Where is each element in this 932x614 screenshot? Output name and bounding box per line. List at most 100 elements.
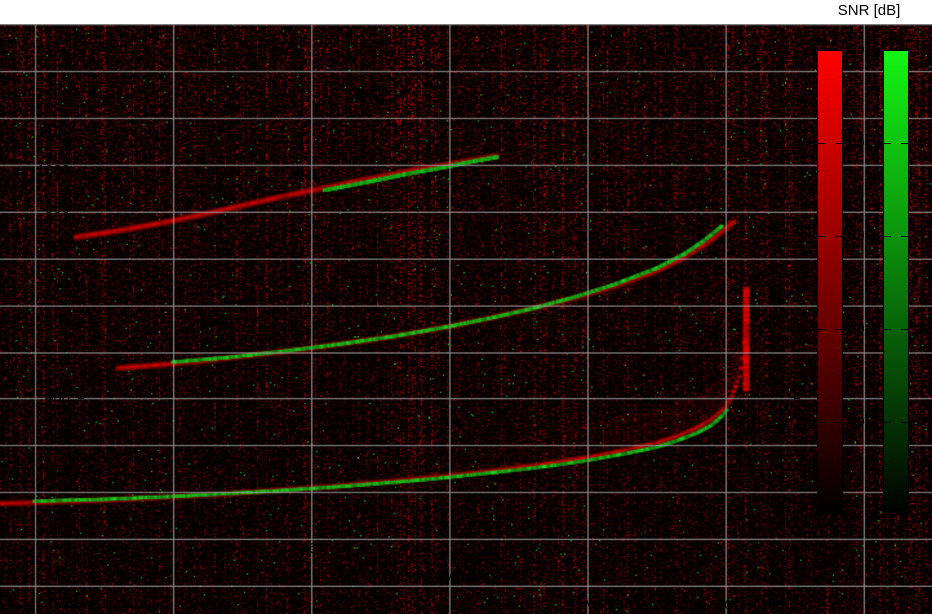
x-minor-tick [505, 33, 507, 37]
x-minor-tick [693, 33, 695, 37]
y-tick-mark [794, 170, 800, 172]
x-minor-tick [398, 531, 400, 535]
x-tick-label: 2.0 [94, 540, 116, 557]
x-minor-tick [612, 531, 614, 535]
x-minor-tick [398, 33, 400, 37]
colorbar-tick-label: 0 [849, 506, 857, 522]
y-minor-tick [78, 57, 86, 58]
y-tick-label: 1100 [37, 123, 70, 141]
x-minor-tick [800, 33, 801, 37]
x-minor-tick [532, 33, 534, 37]
colorbar-tick-label: 10 [849, 413, 865, 429]
instrument-file-label: VIPIR TMJ20_2024308043304.RIQ [586, 597, 795, 612]
x-minor-tick [131, 33, 133, 37]
x-minor-tick [532, 531, 534, 535]
y-tick-mark [794, 398, 800, 400]
x-minor-tick [238, 531, 240, 535]
colorbar-tick-label: 50 [915, 41, 931, 57]
y-tick-label: 300 [44, 427, 70, 445]
colorbar-tick-label: 20 [849, 320, 865, 336]
x-tick-label: 10.0 [517, 540, 548, 557]
x-minor-tick [479, 33, 481, 37]
x-minor-tick [78, 33, 79, 37]
y-tick-label: 1000 [36, 161, 70, 179]
y-tick-label: 200 [44, 465, 70, 483]
colorbar-tick-label: 40 [915, 134, 931, 150]
y-tick-mark [794, 360, 800, 362]
x-minor-tick [693, 531, 695, 535]
x-minor-tick [78, 531, 79, 535]
x-minor-tick [158, 33, 160, 37]
x-minor-tick [104, 33, 106, 37]
x-minor-tick [586, 33, 588, 37]
x-minor-tick [425, 33, 427, 37]
colorbar-tick-mark [883, 422, 891, 423]
y-tick-mark [78, 398, 84, 400]
colorbar-title: SNR [dB] [837, 2, 901, 19]
colorbar-tick-label: 10 [915, 413, 931, 429]
y-tick-mark [78, 284, 84, 286]
y-tick-mark [794, 474, 800, 476]
y-minor-tick [78, 49, 86, 50]
colorbar-x-mode[interactable] [883, 50, 909, 515]
x-minor-tick [265, 531, 267, 535]
y-tick-mark [794, 436, 800, 438]
colorbar-o-mode[interactable] [817, 50, 843, 515]
x-minor-tick [211, 531, 213, 535]
colorbar-tick-mark [883, 143, 891, 144]
y-tick-label: 400 [44, 389, 70, 407]
colorbar-tick-mark [883, 329, 891, 330]
y-minor-tick [78, 45, 86, 46]
y-tick-label: 600 [44, 313, 70, 331]
y-tick-label: 700 [44, 275, 70, 293]
y-tick-mark [794, 94, 800, 96]
y-minor-tick [78, 53, 86, 54]
colorbar-tick-mark [817, 422, 825, 423]
x-minor-tick [666, 33, 668, 37]
x-tick-label: 4.0 [201, 540, 223, 557]
colorbar-tick-mark [883, 236, 891, 237]
x-minor-tick [425, 531, 427, 535]
x-minor-tick [666, 531, 668, 535]
x-minor-tick [345, 33, 347, 37]
y-minor-tick [78, 41, 86, 42]
x-minor-tick [639, 531, 641, 535]
colorbar-tick-mark [835, 236, 843, 237]
x-minor-tick [586, 531, 588, 535]
x-minor-tick [746, 33, 748, 37]
x-minor-tick [559, 33, 561, 37]
x-minor-tick [372, 33, 374, 37]
x-minor-tick [184, 33, 186, 37]
colorbar-tick-label: 30 [849, 227, 865, 243]
y-tick-mark [794, 246, 800, 248]
x-minor-tick [238, 33, 240, 37]
ionogram-data-area[interactable] [0, 24, 932, 614]
x-minor-tick [612, 33, 614, 37]
colorbar-x-letter: X [890, 32, 902, 49]
colorbar-tick-mark [901, 143, 909, 144]
x-tick-label: 8.0 [415, 540, 437, 557]
x-minor-tick [800, 531, 801, 535]
y-tick-mark [78, 132, 84, 134]
x-minor-tick [291, 33, 293, 37]
x-minor-tick [505, 531, 507, 535]
colorbar-tick-mark [901, 329, 909, 330]
y-tick-label: 1300 [36, 48, 70, 65]
x-minor-tick [479, 531, 481, 535]
x-minor-tick [452, 531, 454, 535]
y-minor-tick [78, 37, 86, 38]
x-minor-tick [184, 531, 186, 535]
colorbar-tick-mark [817, 329, 825, 330]
y-tick-label: 500 [44, 351, 70, 369]
x-minor-tick [158, 531, 160, 535]
colorbar-tick-mark [835, 422, 843, 423]
x-minor-tick [773, 33, 775, 37]
y-tick-label: 900 [44, 199, 70, 217]
x-tick-label: 12.0 [624, 540, 655, 557]
x-tick-label: 6.0 [308, 540, 330, 557]
x-minor-tick [746, 531, 748, 535]
colorbar-tick-mark [835, 143, 843, 144]
y-tick-mark [78, 322, 84, 324]
x-minor-tick [318, 33, 320, 37]
